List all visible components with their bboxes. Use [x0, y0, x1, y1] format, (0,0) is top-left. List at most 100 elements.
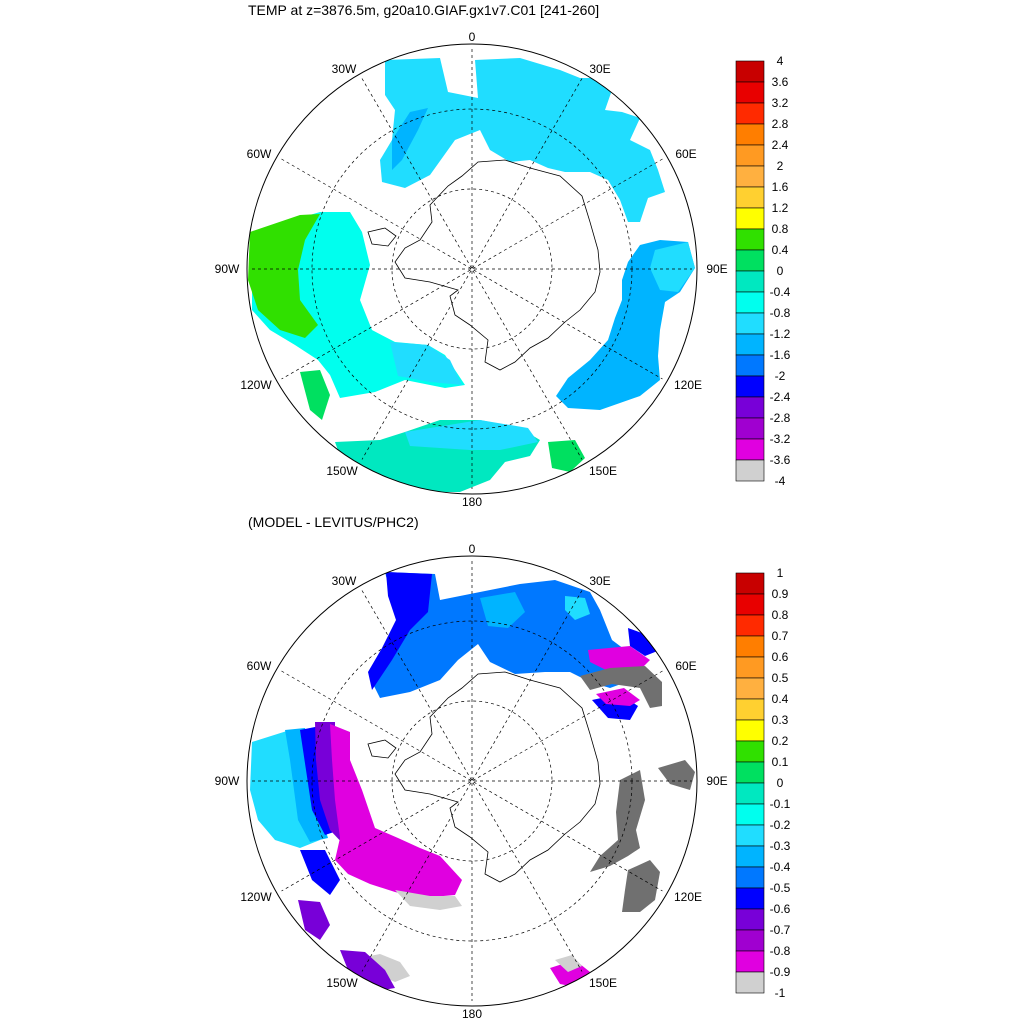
bottom-field-magenta-60e-2 — [596, 688, 640, 706]
top-colorbar-box — [735, 333, 765, 356]
bottom-colorbar: 1 0.9 0.8 0.7 0.6 0.5 0.4 0.3 0.2 0.1 0 … — [735, 566, 791, 1000]
top-colorbar-box — [735, 375, 765, 398]
bottom-colorbar-box — [735, 950, 765, 973]
top-colorbar: 4 3.6 3.2 2.8 2.4 2 1.6 1.2 0.8 0.4 0 -0… — [735, 54, 791, 488]
top-colorbar-label: 0.8 — [772, 222, 789, 236]
top-colorbar-box — [735, 60, 765, 83]
bottom-colorbar-box — [735, 845, 765, 868]
bottom-colorbar-box — [735, 677, 765, 700]
bottom-colorbar-box — [735, 614, 765, 637]
bottom-field-purple-120w — [298, 900, 330, 940]
bottom-colorbar-labels: 1 0.9 0.8 0.7 0.6 0.5 0.4 0.3 0.2 0.1 0 … — [770, 566, 791, 1000]
bottom-colorbar-box — [735, 908, 765, 931]
top-lon-label: 30E — [589, 62, 610, 76]
top-colorbar-box — [735, 186, 765, 209]
bottom-field-blue-120w — [300, 850, 340, 895]
top-colorbar-box — [735, 249, 765, 272]
top-field-ross-light — [405, 420, 538, 450]
bottom-colorbar-label: -0.6 — [770, 902, 791, 916]
bottom-colorbar-box — [735, 866, 765, 889]
bottom-colorbar-label: -1 — [775, 986, 786, 1000]
bottom-field-atlantic-light — [480, 592, 525, 628]
bottom-colorbar-label: 0 — [777, 776, 784, 790]
bottom-colorbar-label: 0.9 — [772, 587, 789, 601]
bottom-colorbar-label: 0.6 — [772, 650, 789, 664]
top-field-pacific-light — [390, 342, 462, 385]
bottom-colorbar-label: -0.8 — [770, 944, 791, 958]
top-lon-label: 150E — [589, 464, 617, 478]
bottom-colorbar-label: 1 — [777, 566, 784, 580]
top-lon-label: 180 — [462, 495, 482, 509]
top-map-border — [246, 43, 698, 495]
top-colorbar-label: 4 — [777, 54, 784, 68]
bottom-antarctica-coast — [394, 671, 601, 883]
top-colorbar-box — [735, 123, 765, 146]
bottom-colorbar-label: 0.7 — [772, 629, 789, 643]
bottom-field-blue-30e — [628, 628, 660, 656]
bottom-colorbar-label: -0.7 — [770, 923, 791, 937]
bottom-colorbar-label: 0.8 — [772, 608, 789, 622]
top-lon-label: 60W — [247, 147, 272, 161]
top-lon-label: 120W — [240, 378, 272, 392]
top-colorbar-box — [735, 165, 765, 188]
bottom-colorbar-box — [735, 698, 765, 721]
bottom-lon-label: 90E — [706, 774, 727, 788]
top-colorbar-box — [735, 102, 765, 125]
top-colorbar-label: -1.6 — [770, 348, 791, 362]
bottom-field-pacific-magenta — [330, 724, 462, 898]
bottom-field-grey-pacific — [395, 890, 462, 910]
top-colorbar-box — [735, 207, 765, 230]
bottom-colorbar-label: 0.3 — [772, 713, 789, 727]
top-lon-label: 150W — [326, 464, 358, 478]
top-colorbar-label: -2.8 — [770, 411, 791, 425]
top-panel-title: TEMP at z=3876.5m, g20a10.GIAF.gx1v7.C01… — [248, 2, 600, 18]
top-field-indian-light — [650, 242, 695, 292]
bottom-panel-title: (MODEL - LEVITUS/PHC2) — [248, 514, 419, 530]
top-colorbar-label: 1.6 — [772, 180, 789, 194]
bottom-field-grey-indian — [590, 770, 645, 872]
top-colorbar-label: 2.8 — [772, 117, 789, 131]
bottom-lon-label: 60W — [247, 659, 272, 673]
bottom-graticule — [252, 561, 692, 1001]
top-map: 0 30E 60E 90E 120E 150E 180 150W 120W 90… — [215, 30, 728, 509]
bottom-colorbar-boxes — [735, 572, 765, 994]
top-colorbar-box — [735, 438, 765, 461]
top-colorbar-labels: 4 3.6 3.2 2.8 2.4 2 1.6 1.2 0.8 0.4 0 -0… — [770, 54, 791, 488]
top-peninsula-coast — [367, 227, 397, 247]
bottom-field-grey-150e — [555, 955, 582, 972]
bottom-colorbar-box — [735, 719, 765, 742]
bottom-lon-label: 180 — [462, 1007, 482, 1021]
bottom-lon-labels: 0 30E 60E 90E 120E 150E 180 150W 120W 90… — [215, 542, 728, 1021]
bottom-lon-label: 150E — [589, 976, 617, 990]
top-colorbar-label: 0.4 — [772, 243, 789, 257]
bottom-colorbar-label: -0.1 — [770, 797, 791, 811]
top-field-green — [248, 214, 320, 338]
bottom-lon-label: 0 — [469, 542, 476, 556]
top-lon-label: 0 — [469, 30, 476, 44]
top-colorbar-label: -0.4 — [770, 285, 791, 299]
top-colorbar-boxes — [735, 60, 765, 482]
top-lon-labels: 0 30E 60E 90E 120E 150E 180 150W 120W 90… — [215, 30, 728, 509]
top-colorbar-label: 0 — [777, 264, 784, 278]
bottom-colorbar-label: -0.4 — [770, 860, 791, 874]
bottom-field-grey-indian-2 — [622, 860, 660, 912]
top-colorbar-label: 2.4 — [772, 138, 789, 152]
bottom-field-atlantic-blue — [368, 572, 432, 690]
bottom-colorbar-box — [735, 887, 765, 910]
bottom-colorbar-label: -0.2 — [770, 818, 791, 832]
bottom-field-grey-60e — [580, 666, 662, 708]
top-colorbar-label: -3.2 — [770, 432, 791, 446]
bottom-colorbar-label: -0.5 — [770, 881, 791, 895]
bottom-colorbar-box — [735, 593, 765, 616]
bottom-colorbar-box — [735, 761, 765, 784]
bottom-field-atlantic-cyan — [565, 596, 590, 620]
top-colorbar-label: -1.2 — [770, 327, 791, 341]
top-colorbar-box — [735, 228, 765, 251]
top-colorbar-box — [735, 312, 765, 335]
top-lon-label: 60E — [675, 147, 696, 161]
top-colorbar-label: -0.8 — [770, 306, 791, 320]
top-field-atlantic-dark — [392, 108, 428, 170]
bottom-field-purple-150w — [340, 950, 395, 992]
top-colorbar-box — [735, 81, 765, 104]
top-colorbar-label: 3.2 — [772, 96, 789, 110]
